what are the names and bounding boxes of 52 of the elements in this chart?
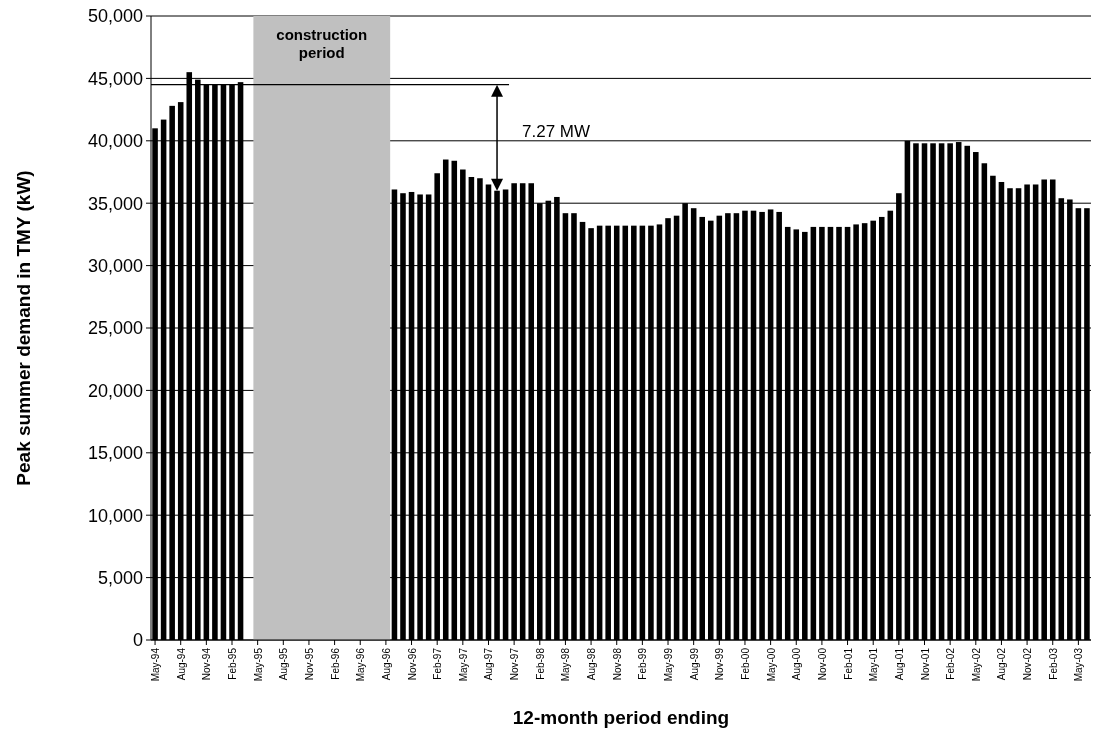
x-tick-label: Feb-02 (945, 647, 957, 680)
y-tick-label: 30,000 (87, 255, 143, 276)
x-tick-label: May-02 (970, 647, 982, 682)
x-tick-label: May-98 (560, 647, 572, 682)
x-tick-label: Aug-99 (688, 647, 700, 681)
x-tick-label: May-03 (1073, 647, 1085, 682)
x-tick-label: Nov-02 (1022, 647, 1034, 681)
x-tick-label: May-96 (355, 647, 367, 682)
x-tick-label: Nov-96 (406, 647, 418, 681)
y-tick-label: 15,000 (87, 443, 143, 464)
x-tick-label: Nov-00 (816, 647, 828, 681)
y-tick-label: 5,000 (97, 567, 143, 588)
x-tick-label: Nov-01 (919, 647, 931, 681)
band-label: construction period (276, 26, 368, 61)
x-tick-label: Nov-98 (611, 647, 623, 681)
x-tick-label: Feb-00 (739, 647, 751, 680)
x-tick-label: Feb-96 (329, 647, 341, 680)
x-tick-label: Feb-97 (432, 647, 444, 680)
x-tick-label: Nov-94 (201, 647, 213, 681)
annotation: 7.27 MW (522, 121, 591, 141)
x-tick-label: Nov-95 (303, 647, 315, 681)
x-tick-label: May-95 (252, 647, 264, 682)
x-tick-label: May-97 (457, 647, 469, 682)
x-tick-label: Aug-98 (586, 647, 598, 681)
x-tick-label: Feb-99 (637, 647, 649, 680)
y-tick-label: 10,000 (87, 505, 143, 526)
x-tick-label: Aug-95 (278, 647, 290, 681)
x-tick-label: Aug-00 (791, 647, 803, 681)
x-tick-label: Aug-01 (893, 647, 905, 681)
y-tick-label: 40,000 (87, 131, 143, 152)
x-tick-label: Feb-95 (227, 647, 239, 680)
x-tick-label: May-01 (868, 647, 880, 682)
y-tick-label: 50,000 (87, 6, 143, 27)
x-tick-label: May-00 (765, 647, 777, 682)
x-tick-label: Aug-02 (996, 647, 1008, 681)
x-tick-label: Nov-97 (509, 647, 521, 681)
x-tick-label: Feb-03 (1047, 647, 1059, 680)
y-tick-label: 45,000 (87, 68, 143, 89)
x-tick-label: Aug-96 (380, 647, 392, 681)
y-tick-label: 35,000 (87, 193, 143, 214)
x-tick-label: Nov-99 (714, 647, 726, 681)
x-tick-label: Aug-94 (175, 647, 187, 681)
y-axis-title: Peak summer demand in TMY (kW) (13, 170, 34, 486)
x-tick-label: May-99 (663, 647, 675, 682)
x-axis-title: 12-month period ending (512, 707, 730, 728)
y-tick-label: 25,000 (87, 318, 143, 339)
x-tick-label: May-94 (150, 647, 162, 682)
x-tick-label: Feb-01 (842, 647, 854, 680)
y-tick-label: 20,000 (87, 380, 143, 401)
x-tick-label: Aug-97 (483, 647, 495, 681)
y-tick-label: 0 (132, 630, 143, 651)
x-tick-label: Feb-98 (534, 647, 546, 680)
